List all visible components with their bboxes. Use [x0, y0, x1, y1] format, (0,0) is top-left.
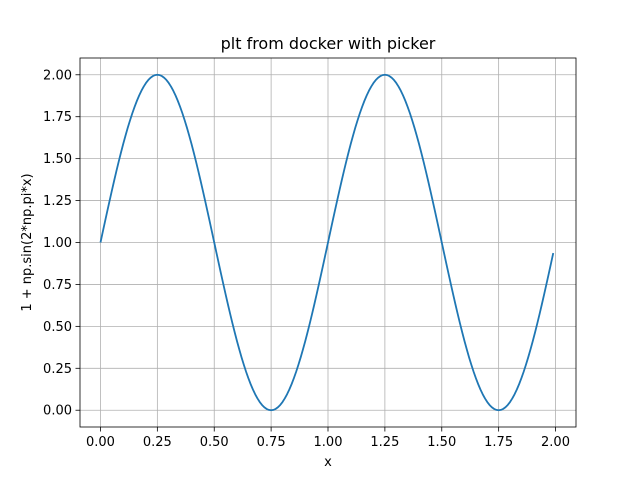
series-line[interactable] [99, 73, 555, 412]
y-axis: 0.00 0.25 0.50 0.75 1.00 1.25 1.50 1.75 2.00 [43, 68, 80, 419]
y-tick-label: 0.75 [43, 278, 72, 293]
y-tick-label: 0.00 [43, 404, 72, 419]
y-tick-label: 0.50 [43, 320, 72, 335]
x-tick-label: 1.00 [314, 435, 343, 450]
y-tick-label: 1.00 [43, 236, 72, 251]
x-tick-label: 1.25 [370, 435, 399, 450]
y-axis-label: 1 + np.sin(2*np.pi*x) [20, 173, 35, 311]
x-tick-label: 0.25 [143, 435, 172, 450]
y-tick-label: 1.50 [43, 152, 72, 167]
x-tick-label: 1.75 [484, 435, 513, 450]
x-tick-label: 0.75 [257, 435, 286, 450]
x-axis: 0.00 0.25 0.50 0.75 1.00 1.25 1.50 1.75 2.00 [86, 427, 570, 450]
y-tick-label: 1.75 [43, 110, 72, 125]
x-tick-label: 0.00 [86, 435, 115, 450]
x-tick-label: 1.50 [427, 435, 456, 450]
y-tick-label: 1.25 [43, 194, 72, 209]
chart-title: plt from docker with picker [221, 34, 436, 53]
y-tick-label: 2.00 [43, 68, 72, 83]
x-axis-label: x [324, 455, 332, 470]
y-tick-label: 0.25 [43, 362, 72, 377]
x-tick-label: 0.50 [200, 435, 229, 450]
x-tick-label: 2.00 [541, 435, 570, 450]
series-layer [99, 73, 555, 412]
